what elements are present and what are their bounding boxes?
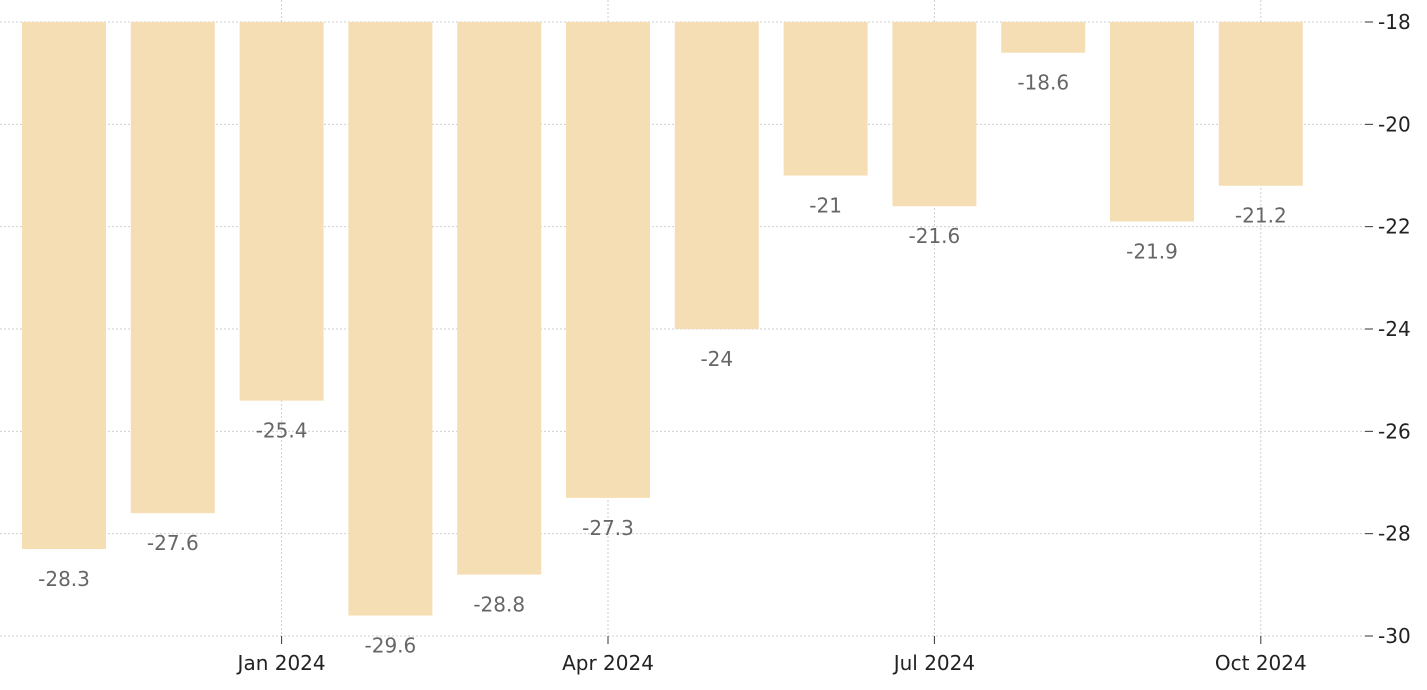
bars bbox=[22, 22, 1303, 616]
y-axis: -18 -20 -22 -24 -26 -28 -30 bbox=[1365, 10, 1411, 648]
bar-value-label: -21 bbox=[809, 194, 842, 218]
bar-value-label: -27.3 bbox=[582, 516, 634, 540]
bar bbox=[130, 22, 215, 514]
bar-value-label: -28.8 bbox=[473, 593, 525, 617]
x-tick-label: Jul 2024 bbox=[892, 651, 975, 675]
y-tick-label: -28 bbox=[1378, 522, 1411, 546]
x-axis: Jan 2024 Apr 2024 Jul 2024 Oct 2024 bbox=[236, 636, 1307, 675]
bar bbox=[566, 22, 650, 498]
bar-value-label: -24 bbox=[700, 347, 733, 371]
y-tick-label: -20 bbox=[1378, 112, 1411, 136]
bar-value-label: -25.4 bbox=[256, 419, 308, 443]
y-tick-label: -22 bbox=[1378, 215, 1411, 239]
y-tick-label: -30 bbox=[1378, 624, 1411, 648]
bar bbox=[239, 22, 324, 401]
y-tick-label: -26 bbox=[1378, 419, 1411, 443]
bar-value-label: -29.6 bbox=[365, 634, 417, 658]
bar bbox=[22, 22, 106, 550]
y-tick-label: -18 bbox=[1378, 10, 1411, 34]
bar bbox=[783, 22, 868, 176]
bar-value-label: -21.2 bbox=[1235, 204, 1287, 228]
x-tick-label: Apr 2024 bbox=[562, 651, 654, 675]
bar bbox=[892, 22, 977, 207]
bar-value-label: -21.6 bbox=[909, 224, 961, 248]
bar bbox=[1001, 22, 1086, 53]
bar bbox=[348, 22, 433, 616]
bar-value-label: -18.6 bbox=[1017, 71, 1069, 95]
x-tick-label: Jan 2024 bbox=[236, 651, 326, 675]
y-tick-label: -24 bbox=[1378, 317, 1411, 341]
bar-value-label: -21.9 bbox=[1126, 240, 1178, 264]
bar bbox=[1218, 22, 1303, 186]
bar bbox=[674, 22, 759, 329]
x-tick-label: Oct 2024 bbox=[1215, 651, 1307, 675]
bar-value-labels: -28.3 -27.6 -25.4 -29.6 -28.8 -27.3 -24 -21 -21.… bbox=[38, 71, 1287, 658]
bar-value-label: -27.6 bbox=[147, 531, 199, 555]
bar bbox=[457, 22, 542, 575]
bar-value-label: -28.3 bbox=[38, 567, 90, 591]
bar bbox=[1110, 22, 1194, 222]
